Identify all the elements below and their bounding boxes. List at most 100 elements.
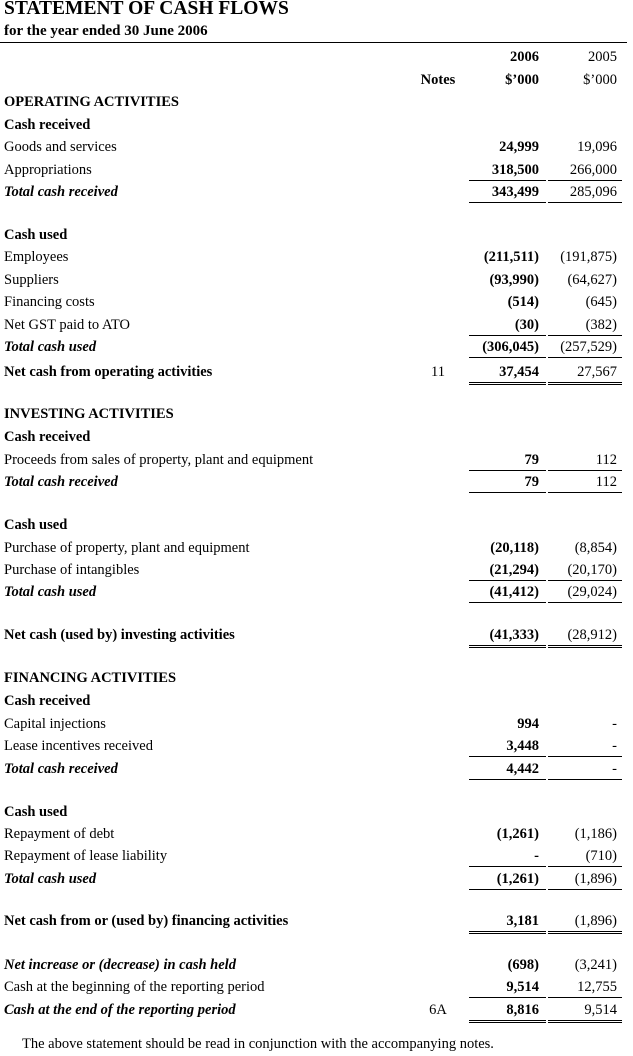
- value-2005: 112: [548, 472, 622, 493]
- row-label: Purchase of property, plant and equipmen…: [4, 540, 250, 556]
- note-reference: 6A: [429, 1002, 447, 1018]
- value-2005: (1,896): [548, 869, 622, 890]
- value-2006: 9,514: [469, 977, 546, 998]
- table-row: Repayment of debt (1,261) (1,186): [0, 824, 633, 844]
- value-2006: (211,511): [483, 249, 539, 265]
- table-row: Total cash used (1,261) (1,896): [0, 869, 633, 890]
- row-label: Proceeds from sales of property, plant a…: [4, 452, 314, 468]
- table-row: Total cash received 4,442-: [0, 759, 633, 780]
- table-row: Suppliers (93,990) (64,627): [0, 270, 633, 290]
- subsection-heading: Cash used: [4, 227, 68, 243]
- value-2006: (306,045): [469, 337, 546, 358]
- value-2005: 27,567: [548, 362, 622, 385]
- table-row: Financing costs (514) (645): [0, 292, 633, 312]
- value-2006: (93,990): [489, 272, 539, 288]
- value-2005: (191,875): [560, 249, 617, 265]
- value-2005: (29,024): [548, 582, 622, 603]
- column-year-2005: 2005: [588, 49, 617, 65]
- value-2006: 8,816: [469, 1000, 546, 1023]
- table-row: Total cash used (41,412) (29,024): [0, 582, 633, 603]
- value-2006: 343,499: [469, 182, 546, 203]
- row-label: Purchase of intangibles: [4, 562, 140, 578]
- column-notes: Notes: [420, 72, 456, 88]
- subsection-heading: Cash received: [4, 117, 91, 133]
- value-2005: 12,755: [548, 977, 622, 998]
- value-2005: -: [548, 759, 622, 780]
- value-2006: 37,454: [469, 362, 546, 385]
- value-2006: -: [469, 846, 546, 867]
- value-2006: (20,118): [490, 540, 539, 556]
- table-row: Purchase of property, plant and equipmen…: [0, 538, 633, 558]
- table-row: Net cash from or (used by) financing act…: [0, 911, 633, 934]
- row-label: Goods and services: [4, 139, 117, 155]
- value-2005: (382): [548, 315, 622, 336]
- table-row: Goods and services 24,999 19,096: [0, 137, 633, 157]
- value-2005: 285,096: [548, 182, 622, 203]
- table-row: Cash used: [0, 802, 633, 822]
- row-label: Capital injections: [4, 716, 106, 732]
- value-2005: (28,912): [548, 625, 622, 648]
- table-row: OPERATING ACTIVITIES: [0, 92, 633, 112]
- row-label: Net increase or (decrease) in cash held: [4, 957, 236, 973]
- value-2006: (698): [507, 957, 539, 973]
- table-row: Cash used: [0, 225, 633, 245]
- value-2005: 112: [548, 450, 622, 471]
- table-row: Cash at the beginning of the reporting p…: [0, 977, 633, 998]
- value-2006: 3,181: [469, 911, 546, 934]
- value-2005: (257,529): [548, 337, 622, 358]
- footer-note: The above statement should be read in co…: [22, 1036, 494, 1052]
- value-2006: 24,999: [499, 139, 539, 155]
- table-row: Total cash received 79 112: [0, 472, 633, 493]
- table-row: Repayment of lease liability - (710): [0, 846, 633, 867]
- value-2005: (710): [548, 846, 622, 867]
- section-heading: INVESTING ACTIVITIES: [4, 406, 174, 422]
- value-2006: (1,261): [469, 869, 546, 890]
- row-label: Lease incentives received: [4, 738, 153, 754]
- table-row: Total cash used (306,045) (257,529): [0, 337, 633, 358]
- table-row: Capital injections 994 -: [0, 714, 633, 734]
- subsection-heading: Cash received: [4, 693, 91, 709]
- row-label: Total cash used: [4, 871, 97, 887]
- value-2005: (20,170): [548, 560, 622, 581]
- subsection-heading: Cash received: [4, 429, 91, 445]
- header-divider: [0, 42, 627, 43]
- value-2005: -: [612, 716, 617, 732]
- value-2006: 79: [469, 472, 546, 493]
- table-row: Cash received: [0, 691, 633, 711]
- value-2005: (8,854): [574, 540, 617, 556]
- table-row: Cash received: [0, 427, 633, 447]
- table-row: Cash at the end of the reporting period 6…: [0, 1000, 633, 1023]
- table-row: Cash received: [0, 115, 633, 135]
- column-unit-2005: $’000: [583, 72, 617, 88]
- table-row: FINANCING ACTIVITIES: [0, 668, 633, 688]
- statement-period: for the year ended 30 June 2006: [4, 23, 208, 39]
- value-2006: (21,294): [469, 560, 546, 581]
- row-label: Employees: [4, 249, 69, 265]
- value-2006: (1,261): [496, 826, 539, 842]
- column-year-2006: 2006: [510, 49, 539, 65]
- row-label: Repayment of debt: [4, 826, 115, 842]
- row-label: Cash at the end of the reporting period: [4, 1002, 236, 1018]
- table-row: Total cash received 343,499 285,096: [0, 182, 633, 203]
- subsection-heading: Cash used: [4, 804, 68, 820]
- value-2005: -: [548, 736, 622, 757]
- value-2006: (30): [469, 315, 546, 336]
- value-2006: 79: [469, 450, 546, 471]
- value-2005: (645): [585, 294, 617, 310]
- value-2005: (64,627): [567, 272, 617, 288]
- value-2006: 318,500: [469, 160, 546, 181]
- row-label: Net GST paid to ATO: [4, 317, 130, 333]
- row-label: Total cash used: [4, 339, 97, 355]
- value-2006: 3,448: [469, 736, 546, 757]
- row-label: Net cash from operating activities: [4, 364, 213, 380]
- row-label: Cash at the beginning of the reporting p…: [4, 979, 265, 995]
- table-row: Net GST paid to ATO (30) (382): [0, 315, 633, 336]
- column-unit-2006: $’000: [505, 72, 539, 88]
- table-row: INVESTING ACTIVITIES: [0, 404, 633, 424]
- table-row: Purchase of intangibles (21,294) (20,170): [0, 560, 633, 581]
- table-row: Net increase or (decrease) in cash held (…: [0, 955, 633, 975]
- value-2006: (514): [507, 294, 539, 310]
- table-row: Employees (211,511) (191,875): [0, 247, 633, 267]
- table-row: Cash used: [0, 515, 633, 535]
- subsection-heading: Cash used: [4, 517, 68, 533]
